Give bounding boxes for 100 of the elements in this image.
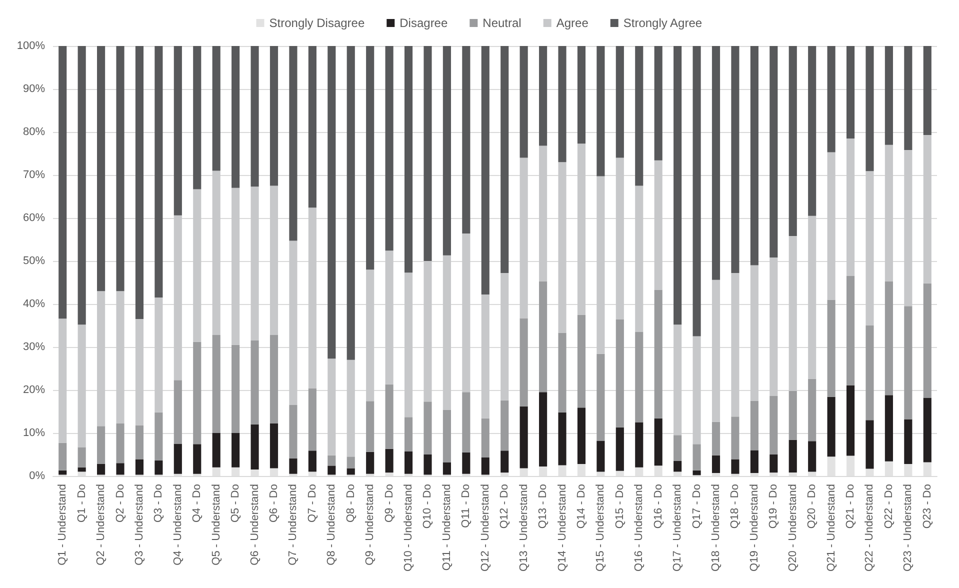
bar: [442, 46, 451, 256]
bar: [692, 444, 701, 470]
bar: [750, 46, 758, 266]
bar: [577, 408, 586, 464]
bar: [731, 459, 740, 474]
bar: [328, 358, 336, 456]
bar: [635, 332, 644, 422]
bar: [424, 402, 432, 454]
bar: [808, 216, 816, 379]
bar: [78, 447, 86, 468]
y-tick-label: 80%: [22, 126, 46, 138]
bar: [904, 46, 912, 150]
bar: [404, 46, 413, 273]
bar: [404, 451, 413, 474]
bar: [154, 412, 163, 461]
bar: [481, 458, 490, 475]
bar: [404, 272, 413, 418]
bar: [500, 400, 509, 451]
bar: [654, 46, 662, 160]
legend-label: Strongly Disagree: [269, 16, 365, 30]
x-tick-label: Q22 - Understand: [864, 484, 876, 572]
x-tick-label: Q23 - Do: [921, 484, 934, 529]
bar: [712, 46, 720, 280]
bar: [308, 388, 316, 451]
x-tick-label: Q6 - Do: [268, 484, 280, 523]
bar: [193, 342, 202, 444]
bar: [270, 186, 278, 335]
bar: [923, 46, 932, 136]
bar: [808, 46, 816, 216]
bar: [731, 273, 740, 417]
bar: [884, 46, 893, 145]
bar: [424, 261, 432, 402]
x-tick-label: Q10 - Do: [422, 484, 434, 529]
bar: [596, 440, 605, 472]
x-tick-label: Q5 - Understand: [210, 484, 222, 566]
bar: [866, 46, 874, 172]
bar: [616, 158, 624, 320]
x-tick-label: Q13 - Do: [537, 484, 550, 529]
x-tick-label: Q9 - Do: [383, 484, 396, 523]
bar: [846, 385, 855, 456]
bar: [520, 406, 528, 468]
bar: [712, 422, 720, 456]
y-tick-label: 0%: [29, 470, 46, 482]
x-tick-label: Q2 - Do: [114, 484, 126, 523]
bar: [232, 344, 240, 433]
bar: [135, 425, 144, 460]
bar: [308, 46, 316, 208]
bar: [58, 318, 67, 443]
bar: [346, 456, 355, 468]
bar: [97, 291, 106, 426]
bar: [289, 458, 298, 474]
y-tick-label: 10%: [22, 427, 46, 439]
bar: [385, 448, 394, 473]
bar: [270, 424, 278, 468]
bar: [577, 314, 586, 408]
bar: [520, 46, 528, 158]
bar: [135, 46, 144, 320]
bar: [328, 455, 336, 466]
bar: [558, 332, 566, 412]
bar: [232, 188, 240, 345]
y-tick-label: 50%: [22, 255, 46, 267]
x-tick-label: Q12 - Do: [498, 484, 511, 529]
bar: [308, 208, 316, 388]
bar: [712, 455, 720, 473]
bar: [500, 450, 509, 473]
bar: [788, 390, 797, 440]
x-tick-label: Q16 - Understand: [633, 484, 646, 572]
bar: [135, 459, 144, 475]
x-tick-label: Q9 - Understand: [364, 484, 376, 566]
bar: [500, 46, 509, 274]
x-tick-label: Q18 - Understand: [710, 484, 722, 572]
x-tick-label: Q1 - Do: [76, 484, 88, 523]
legend-label: Strongly Agree: [623, 16, 702, 30]
y-tick-label: 100%: [16, 40, 46, 52]
bar: [462, 46, 470, 234]
bar: [442, 462, 451, 475]
bar: [442, 255, 451, 410]
bar: [635, 186, 644, 332]
bar: [616, 427, 624, 471]
bar: [212, 170, 220, 335]
bar: [904, 306, 912, 420]
bar: [750, 265, 758, 401]
bar: [116, 424, 124, 464]
bar: [328, 46, 336, 359]
bar: [808, 378, 816, 442]
bar: [346, 468, 355, 475]
bar: [481, 46, 490, 295]
y-tick-label: 70%: [22, 169, 46, 181]
x-tick-label: Q13 - Understand: [518, 484, 530, 572]
y-tick-label: 90%: [22, 83, 46, 95]
bar: [154, 46, 163, 298]
y-tick-label: 40%: [22, 298, 46, 310]
bar: [788, 236, 797, 391]
x-tick-label: Q20 - Do: [806, 484, 818, 529]
bar: [385, 46, 394, 251]
bar: [692, 46, 701, 336]
bar: [770, 258, 778, 396]
bar: [174, 380, 182, 444]
bar: [866, 420, 874, 469]
bar: [270, 334, 278, 424]
